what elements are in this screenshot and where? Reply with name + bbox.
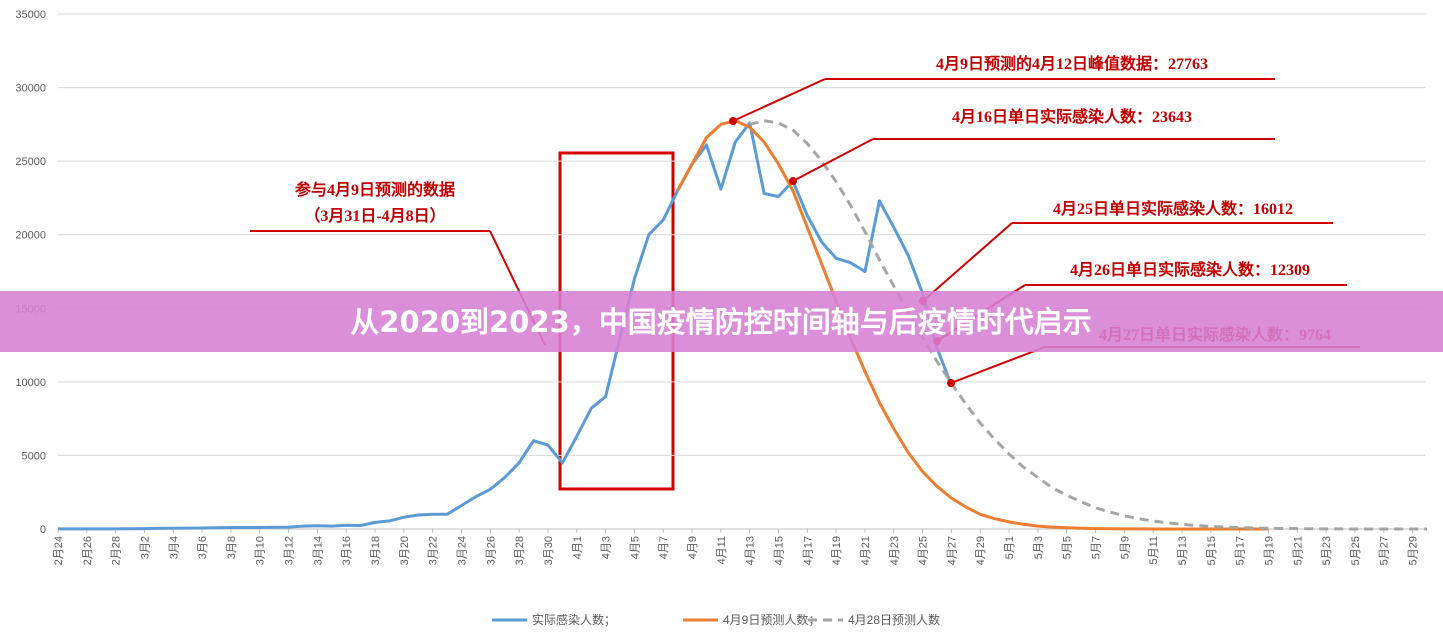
annotation-leader — [732, 78, 826, 122]
x-tick-label: 3月8 — [226, 536, 238, 559]
x-tick-label: 3月12 — [284, 536, 296, 565]
x-tick-label: 3月28 — [514, 536, 526, 565]
y-tick-label: 20000 — [15, 230, 46, 242]
annotation: （3月31日-4月8日） — [304, 207, 445, 225]
x-tick-label: 3月4 — [168, 536, 180, 559]
x-tick-label: 2月28 — [111, 536, 123, 565]
x-tick-label: 4月11 — [716, 536, 728, 565]
y-tick-label: 0 — [40, 524, 46, 536]
x-tick-label: 5月25 — [1350, 536, 1362, 565]
x-tick-label: 5月9 — [1119, 536, 1131, 559]
series-line — [676, 119, 1269, 531]
x-tick-label: 5月7 — [1091, 536, 1103, 559]
x-tick-label: 5月21 — [1292, 536, 1304, 565]
x-tick-label: 4月9 — [687, 536, 699, 559]
x-tick-label: 3月26 — [485, 536, 497, 565]
x-tick-label: 4月7 — [658, 536, 670, 559]
x-tick-label: 3月14 — [312, 536, 324, 565]
x-tick-label: 2月24 — [53, 536, 65, 565]
x-tick-label: 4月3 — [601, 536, 613, 559]
series-line — [749, 119, 1427, 531]
legend-label: 4月28日预测人数 — [848, 612, 940, 627]
x-tick-label: 4月29 — [975, 536, 987, 565]
x-tick-label: 3月16 — [341, 536, 353, 565]
legend-label: 实际感染人数； — [532, 612, 616, 627]
x-tick-label: 4月5 — [629, 536, 641, 559]
x-tick-label: 4月25 — [918, 536, 930, 565]
annotation: 4月9日预测的4月12日峰值数据：27763 — [936, 54, 1208, 73]
x-tick-label: 3月10 — [255, 536, 267, 565]
x-tick-label: 5月19 — [1263, 536, 1275, 565]
x-tick-label: 4月19 — [831, 536, 843, 565]
x-tick-label: 5月3 — [1033, 536, 1045, 559]
x-tick-label: 5月17 — [1235, 536, 1247, 565]
x-tick-label: 5月11 — [1148, 536, 1160, 565]
annotation-dot — [789, 177, 797, 185]
x-tick-label: 4月23 — [889, 536, 901, 565]
x-tick-label: 5月29 — [1408, 536, 1420, 565]
x-tick-label: 3月24 — [456, 536, 468, 565]
x-tick-label: 5月27 — [1379, 536, 1391, 565]
x-tick-label: 4月27 — [946, 536, 958, 565]
x-tick-label: 5月13 — [1177, 536, 1189, 565]
x-tick-label: 2月26 — [82, 536, 94, 565]
annotation: 4月16日单日实际感染人数：23643 — [952, 107, 1192, 126]
annotation-dot — [947, 379, 955, 387]
y-tick-label: 25000 — [15, 156, 46, 168]
x-tick-label: 5月5 — [1062, 536, 1074, 559]
x-tick-label: 5月15 — [1206, 536, 1218, 565]
x-tick-label: 3月22 — [428, 536, 440, 565]
annotation-leader — [950, 346, 1046, 384]
x-tick-label: 3月18 — [370, 536, 382, 565]
x-tick-label: 3月6 — [197, 536, 209, 559]
annotation: 4月26日单日实际感染人数：12309 — [1070, 260, 1310, 279]
annotation-dot — [729, 117, 737, 125]
x-tick-label: 4月21 — [860, 536, 872, 565]
x-tick-label: 5月1 — [1004, 536, 1016, 559]
x-tick-label: 3月20 — [399, 536, 411, 565]
x-tick-label: 4月15 — [774, 536, 786, 565]
y-tick-label: 30000 — [15, 83, 46, 95]
series-line — [58, 121, 953, 531]
annotation: 参与4月9日预测的数据 — [295, 180, 455, 199]
banner — [0, 291, 1443, 352]
legend-label: 4月9日预测人数； — [723, 612, 820, 627]
y-tick-label: 5000 — [22, 450, 46, 462]
annotation-leader — [922, 222, 1013, 302]
x-tick-label: 4月1 — [572, 536, 584, 559]
x-tick-label: 5月23 — [1321, 536, 1333, 565]
x-tick-label: 3月2 — [139, 536, 151, 559]
x-tick-label: 3月30 — [543, 536, 555, 565]
banner-title: 从2020到2023，中国疫情防控时间轴与后疫情时代启示 — [350, 305, 1091, 339]
y-tick-label: 10000 — [15, 377, 46, 389]
annotation: 4月25日单日实际感染人数：16012 — [1053, 199, 1293, 218]
annotation-leader — [792, 138, 874, 182]
x-tick-label: 4月13 — [745, 536, 757, 565]
y-tick-label: 35000 — [15, 9, 46, 21]
x-tick-label: 4月17 — [802, 536, 814, 565]
